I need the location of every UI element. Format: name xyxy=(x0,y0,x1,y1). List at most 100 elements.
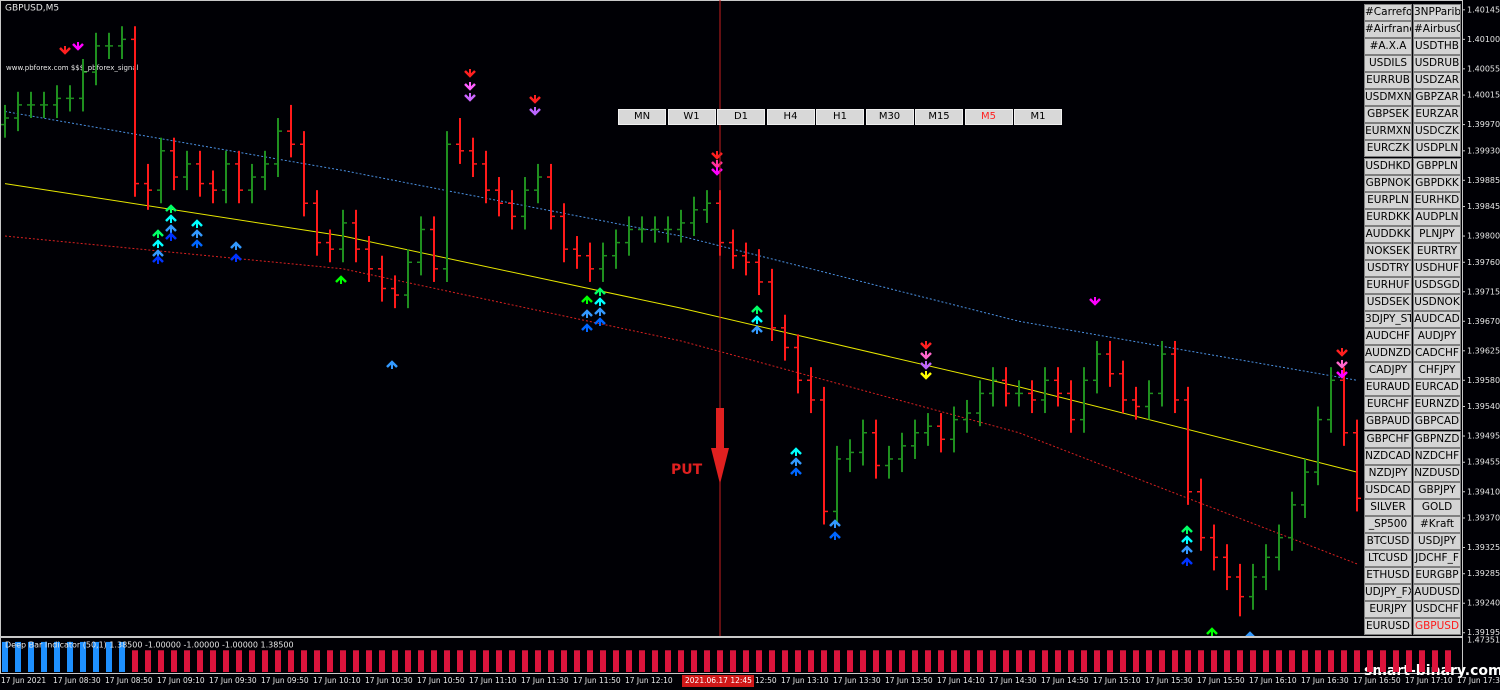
symbol-button[interactable]: GBPNOK xyxy=(1364,174,1412,192)
symbol-button[interactable]: NZDJPY xyxy=(1364,464,1412,482)
symbol-button[interactable]: USDJPY xyxy=(1413,532,1461,550)
symbol-button[interactable]: JDCHF_F xyxy=(1413,549,1461,567)
indicator-bar xyxy=(106,641,112,672)
symbol-button[interactable]: GOLD xyxy=(1413,498,1461,516)
symbol-button[interactable]: AUDJPY xyxy=(1413,328,1461,346)
symbol-button[interactable]: USDCAD xyxy=(1364,481,1412,499)
symbol-button[interactable]: GBPUSD xyxy=(1413,618,1461,636)
indicator-bar xyxy=(717,650,723,672)
indicator-bar xyxy=(938,650,944,672)
symbol-button[interactable]: USDZAR xyxy=(1413,72,1461,90)
timeframe-button[interactable]: M1 xyxy=(1014,109,1062,125)
symbol-button[interactable]: GBPZAR xyxy=(1413,89,1461,107)
symbol-button[interactable]: AUDDKK xyxy=(1364,225,1412,243)
timeframe-button[interactable]: M5 xyxy=(964,109,1013,125)
symbol-button[interactable]: CADCHF xyxy=(1413,345,1461,363)
symbol-button[interactable]: USDTRY xyxy=(1364,259,1412,277)
symbol-button[interactable]: USDCZK xyxy=(1413,123,1461,141)
indicator-bar xyxy=(1289,650,1295,672)
symbol-button[interactable]: AUDUSD xyxy=(1413,584,1461,602)
symbol-button[interactable]: LTCUSD xyxy=(1364,549,1412,567)
symbol-button[interactable]: EURCHF xyxy=(1364,396,1412,414)
symbol-button[interactable]: #AirbusGr xyxy=(1413,21,1461,39)
put-arrow-head xyxy=(711,448,729,484)
symbol-button[interactable]: USDRUB xyxy=(1413,55,1461,73)
x-tick-label: 17 Jun 11:30 xyxy=(521,676,569,685)
symbol-button[interactable]: EURTRY xyxy=(1413,242,1461,260)
timeframe-button[interactable]: W1 xyxy=(667,109,716,125)
symbol-button[interactable]: #Airfrance xyxy=(1364,21,1412,39)
symbol-button[interactable]: GBPPLN xyxy=(1413,157,1461,175)
symbol-button[interactable]: GBPJPY xyxy=(1413,481,1461,499)
timeframe-button[interactable]: MN xyxy=(618,109,666,125)
moving-average xyxy=(4,183,1358,473)
timeframe-button[interactable]: H1 xyxy=(816,109,864,125)
symbol-button[interactable]: AUDCHF xyxy=(1364,328,1412,346)
symbol-button[interactable]: _SP500 xyxy=(1364,515,1412,533)
symbol-button[interactable]: USDHUF xyxy=(1413,259,1461,277)
symbol-button[interactable]: USDSGD xyxy=(1413,276,1461,294)
symbol-button[interactable]: EURGBP xyxy=(1413,566,1461,584)
symbol-button[interactable]: CADJPY xyxy=(1364,362,1412,380)
timeframe-button[interactable]: M30 xyxy=(865,109,914,125)
symbol-button[interactable]: 3DJPY_ST xyxy=(1364,311,1412,329)
symbol-button[interactable]: CHFJPY xyxy=(1413,362,1461,380)
symbol-button[interactable]: #Carrefour xyxy=(1364,4,1412,21)
symbol-button[interactable]: GBPCAD xyxy=(1413,413,1461,431)
timeframe-button[interactable]: M15 xyxy=(915,109,963,125)
symbol-button[interactable]: EURMXN xyxy=(1364,123,1412,141)
symbol-button[interactable]: NOKSEK xyxy=(1364,242,1412,260)
symbol-button[interactable]: GBPNZD xyxy=(1413,430,1461,448)
symbol-button[interactable]: AUDNZD xyxy=(1364,345,1412,363)
symbol-button[interactable]: PLNJPY xyxy=(1413,225,1461,243)
symbol-button[interactable]: EURPLN xyxy=(1364,191,1412,209)
y-tick-label: 1.40055 xyxy=(1467,64,1500,73)
symbol-button[interactable]: USDTHB xyxy=(1413,38,1461,56)
symbol-button[interactable]: USDMXN xyxy=(1364,89,1412,107)
symbol-button[interactable]: USDPLN xyxy=(1413,140,1461,158)
symbol-button[interactable]: EURHKD xyxy=(1413,191,1461,209)
symbol-button[interactable]: EURJPY xyxy=(1364,601,1412,619)
symbol-button[interactable]: EURUSD xyxy=(1364,618,1412,636)
indicator-bar xyxy=(392,650,398,672)
indicator-bar xyxy=(431,650,437,672)
symbol-button[interactable]: AUDCAD xyxy=(1413,311,1461,329)
symbol-button[interactable]: EURNZD xyxy=(1413,396,1461,414)
indicator-bar xyxy=(1003,650,1009,672)
symbol-button[interactable]: NZDCAD xyxy=(1364,447,1412,465)
symbol-button[interactable]: EURRUB xyxy=(1364,72,1412,90)
symbol-button[interactable]: GBPDKK xyxy=(1413,174,1461,192)
timeframe-button[interactable]: H4 xyxy=(766,109,815,125)
y-tick-label: 1.39800 xyxy=(1467,232,1500,241)
symbol-button[interactable]: GBPAUD xyxy=(1364,413,1412,431)
symbol-button[interactable]: USDNOK xyxy=(1413,294,1461,312)
indicator-bar xyxy=(626,650,632,672)
symbol-button[interactable]: ETHUSD xyxy=(1364,566,1412,584)
symbol-button[interactable]: EURCAD xyxy=(1413,379,1461,397)
symbol-button[interactable]: BTCUSD xyxy=(1364,532,1412,550)
timeframe-button[interactable]: D1 xyxy=(717,109,765,125)
indicator-bar xyxy=(509,650,515,672)
indicator-bar xyxy=(1341,650,1347,672)
symbol-button[interactable]: EURAUD xyxy=(1364,379,1412,397)
symbol-button[interactable]: UDJPY_FX xyxy=(1364,584,1412,602)
symbol-button[interactable]: 3NPPariba xyxy=(1413,4,1461,21)
symbol-button[interactable]: #Kraft xyxy=(1413,515,1461,533)
symbol-button[interactable]: GBPSEK xyxy=(1364,106,1412,124)
symbol-button[interactable]: USDSEK xyxy=(1364,294,1412,312)
symbol-button[interactable]: EURZAR xyxy=(1413,106,1461,124)
symbol-button[interactable]: EURHUF xyxy=(1364,276,1412,294)
symbol-button[interactable]: #A.X.A xyxy=(1364,38,1412,56)
symbol-button[interactable]: NZDCHF xyxy=(1413,447,1461,465)
x-tick-label: 17 Jun 08:50 xyxy=(105,676,153,685)
symbol-button[interactable]: AUDPLN xyxy=(1413,208,1461,226)
x-tick-label: 17 Jun 10:30 xyxy=(365,676,413,685)
symbol-button[interactable]: EURDKK xyxy=(1364,208,1412,226)
symbol-button[interactable]: USDILS xyxy=(1364,55,1412,73)
symbol-button[interactable]: NZDUSD xyxy=(1413,464,1461,482)
symbol-button[interactable]: GBPCHF xyxy=(1364,430,1412,448)
symbol-button[interactable]: EURCZK xyxy=(1364,140,1412,158)
symbol-button[interactable]: USDCHF xyxy=(1413,601,1461,619)
symbol-button[interactable]: SILVER xyxy=(1364,498,1412,516)
symbol-button[interactable]: USDHKD xyxy=(1364,157,1412,175)
